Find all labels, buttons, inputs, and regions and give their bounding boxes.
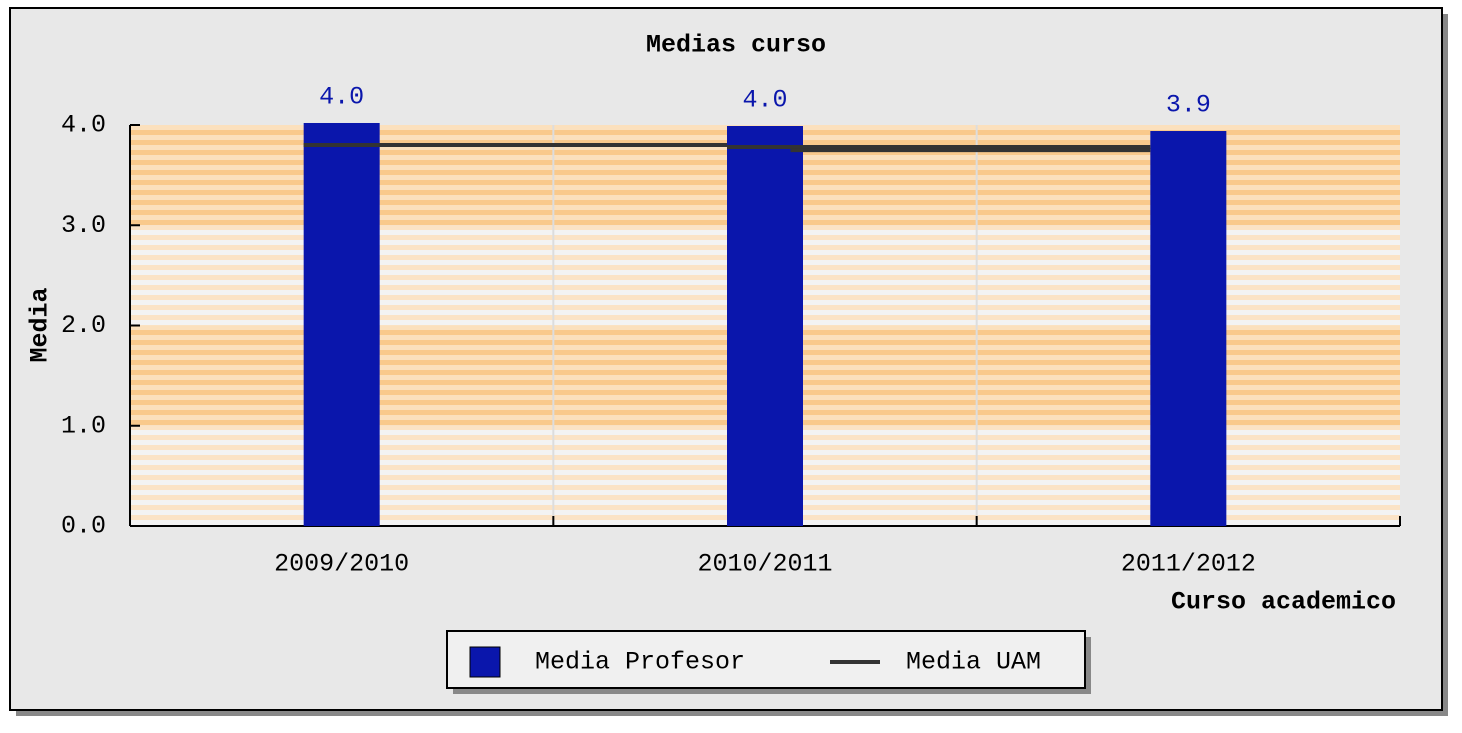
legend-label: Media UAM [906, 648, 1041, 677]
legend [446, 630, 1086, 689]
bar [1150, 131, 1227, 526]
y-tick-label: 1.0 [61, 411, 106, 440]
bar [727, 126, 803, 526]
x-axis-label: Curso academico [1171, 588, 1396, 617]
value-label: 4.0 [742, 86, 787, 115]
bar [303, 122, 380, 527]
legend-swatch [469, 646, 501, 678]
x-tick-label: 2011/2012 [1121, 550, 1256, 579]
value-label: 3.9 [1166, 91, 1211, 120]
plot-area: 0.0 1.0 2.0 3.0 4.0 4.0 4.0 3.9 2009/2010 2010/20… [61, 83, 1401, 579]
y-tick-label: 3.0 [61, 211, 106, 240]
chart-title: Medias curso [646, 31, 826, 60]
y-axis-label: Media [26, 287, 55, 362]
x-tick-label: 2009/2010 [274, 550, 409, 579]
value-label: 4.0 [319, 83, 364, 112]
y-tick-label: 0.0 [61, 512, 106, 541]
y-tick-label: 4.0 [61, 111, 106, 140]
x-tick-label: 2010/2011 [697, 550, 832, 579]
y-tick-label: 2.0 [61, 311, 106, 340]
legend-label: Media Profesor [535, 648, 745, 677]
